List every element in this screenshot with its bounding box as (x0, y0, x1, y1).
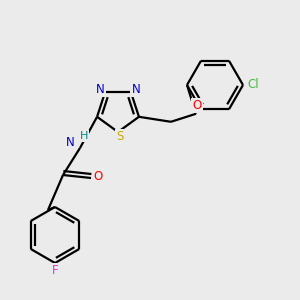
Text: N: N (66, 136, 74, 149)
Text: F: F (52, 265, 58, 278)
Text: S: S (116, 130, 124, 143)
Text: O: O (192, 99, 202, 112)
Text: O: O (93, 169, 103, 182)
Text: N: N (132, 83, 140, 96)
Text: H: H (80, 131, 88, 141)
Text: N: N (96, 83, 104, 96)
Text: Cl: Cl (247, 79, 259, 92)
